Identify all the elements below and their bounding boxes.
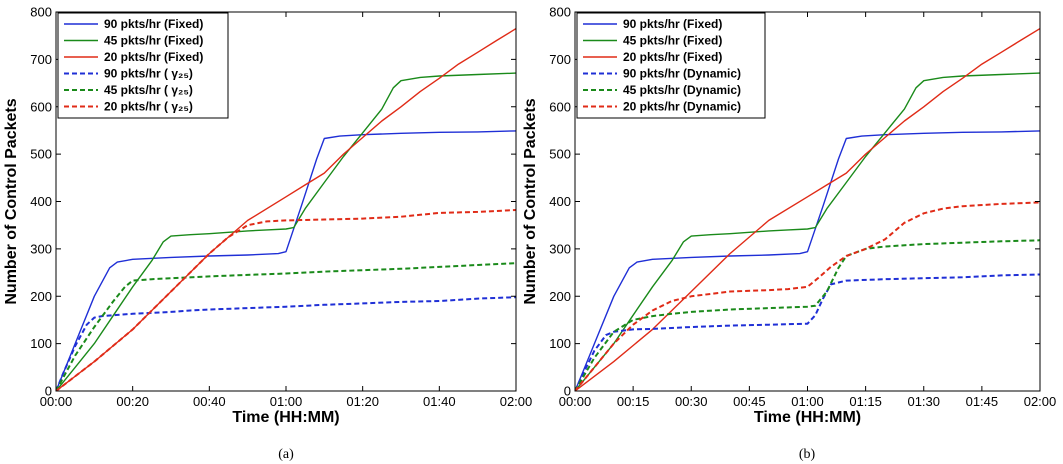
y-tick-label: 100 [30,336,52,351]
series-line-1 [56,72,516,391]
x-tick-label: 01:00 [791,394,824,409]
legend-label: 45 pkts/hr ( γ₂₅) [104,83,193,97]
chart-panel-0: 0 100 200 300 400 500 600 700 800 00:00 00:20 00:40… [3,5,532,463]
x-tick-label: 00:40 [193,394,226,409]
legend-label: 45 pkts/hr (Fixed) [623,34,722,48]
series-line-0 [575,130,1040,391]
series-line-2 [575,28,1040,391]
y-tick-label: 0 [45,384,52,399]
x-tick-label: 01:30 [907,394,940,409]
y-tick-label: 800 [30,5,52,20]
series-line-3 [575,273,1040,391]
y-tick-label: 300 [30,241,52,256]
figure-caption: (b) [799,447,816,462]
legend-label: 20 pkts/hr (Fixed) [104,50,203,64]
x-tick-label: 00:20 [116,394,149,409]
legend-label: 20 pkts/hr ( γ₂₅) [104,100,193,114]
legend: 90 pkts/hr (Fixed) 45 pkts/hr (Fixed) 20 p… [57,12,229,119]
y-tick-label: 200 [549,289,571,304]
y-axis-label: Number of Control Packets [522,98,539,304]
legend-label: 90 pkts/hr (Fixed) [104,17,203,31]
x-tick-label: 01:45 [966,394,999,409]
y-tick-label: 500 [549,147,571,162]
y-tick-label: 800 [549,5,571,20]
legend-label: 20 pkts/hr (Fixed) [623,50,722,64]
series-line-5 [56,209,516,391]
y-tick-label: 100 [549,336,571,351]
y-tick-label: 700 [30,52,52,67]
x-tick-label: 01:20 [346,394,379,409]
x-axis-label: Time (HH:MM) [754,409,861,426]
x-tick-label: 00:15 [617,394,650,409]
legend-label: 45 pkts/hr (Fixed) [104,34,203,48]
y-tick-label: 700 [549,52,571,67]
series-line-4 [575,239,1040,391]
x-tick-label: 00:30 [675,394,708,409]
legend-label: 90 pkts/hr ( γ₂₅) [104,67,193,81]
chart-panel-1: 0 100 200 300 400 500 600 700 800 00:00 00:15 00:30… [522,5,1056,463]
series-line-0 [56,130,516,391]
y-tick-label: 0 [564,384,571,399]
series-line-5 [575,201,1040,391]
series-line-3 [56,296,516,391]
series-group [575,28,1040,391]
y-axis-label: Number of Control Packets [3,98,20,304]
legend-label: 90 pkts/hr (Dynamic) [623,67,741,81]
legend-label: 90 pkts/hr (Fixed) [623,17,722,31]
legend-label: 45 pkts/hr (Dynamic) [623,83,741,97]
series-group [56,28,516,391]
x-tick-label: 02:00 [500,394,533,409]
y-tick-label: 500 [30,147,52,162]
series-line-1 [575,72,1040,391]
x-axis-label: Time (HH:MM) [232,409,339,426]
x-tick-label: 02:00 [1024,394,1057,409]
y-tick-label: 600 [549,99,571,114]
legend-box [576,12,766,119]
legend-label: 20 pkts/hr (Dynamic) [623,100,741,114]
legend-box [57,12,229,119]
x-tick-label: 01:00 [270,394,303,409]
legend: 90 pkts/hr (Fixed) 45 pkts/hr (Fixed) 20 p… [576,12,766,119]
series-line-4 [56,262,516,391]
y-tick-label: 400 [30,194,52,209]
y-tick-label: 200 [30,289,52,304]
y-tick-label: 400 [549,194,571,209]
x-tick-label: 00:45 [733,394,766,409]
y-tick-label: 300 [549,241,571,256]
y-tick-label: 600 [30,99,52,114]
x-tick-label: 00:00 [40,394,73,409]
x-tick-label: 01:40 [423,394,456,409]
x-tick-label: 00:00 [559,394,592,409]
x-tick-label: 01:15 [849,394,882,409]
figure-caption: (a) [278,447,294,462]
